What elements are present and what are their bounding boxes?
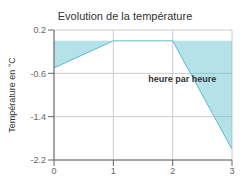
svg-text:Température en °C: Température en °C [8, 57, 17, 133]
svg-text:0: 0 [51, 166, 56, 176]
svg-text:3: 3 [229, 166, 234, 176]
svg-text:0.2: 0.2 [33, 25, 46, 35]
svg-text:1: 1 [111, 166, 116, 176]
html-text:heure par heure: heure par heure [148, 74, 217, 85]
html-text:Evolution de la température: Evolution de la température [57, 10, 193, 22]
svg-text:-0.6: -0.6 [30, 69, 46, 79]
svg-text:2: 2 [170, 166, 175, 176]
svg-text:-2.2: -2.2 [30, 155, 46, 165]
svg-text:-1.4: -1.4 [30, 112, 46, 122]
